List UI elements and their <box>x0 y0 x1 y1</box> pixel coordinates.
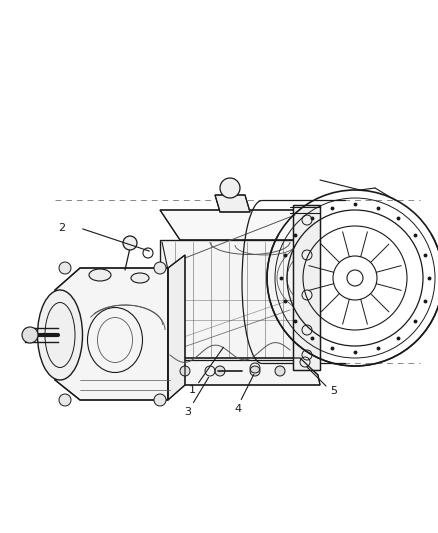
Polygon shape <box>160 210 315 240</box>
Polygon shape <box>215 195 250 212</box>
Ellipse shape <box>131 273 149 283</box>
Polygon shape <box>168 255 185 400</box>
Ellipse shape <box>38 290 82 380</box>
Polygon shape <box>140 358 320 385</box>
Circle shape <box>275 366 285 376</box>
Polygon shape <box>160 240 295 360</box>
Circle shape <box>59 262 71 274</box>
Polygon shape <box>295 240 315 360</box>
Circle shape <box>154 394 166 406</box>
Text: 1: 1 <box>188 385 195 395</box>
Circle shape <box>215 366 225 376</box>
Circle shape <box>220 178 240 198</box>
Text: 2: 2 <box>58 223 66 233</box>
Polygon shape <box>55 268 168 400</box>
Circle shape <box>59 394 71 406</box>
Polygon shape <box>293 205 320 370</box>
Text: 3: 3 <box>184 407 191 417</box>
Circle shape <box>154 262 166 274</box>
Circle shape <box>123 236 137 250</box>
Circle shape <box>250 366 260 376</box>
Circle shape <box>22 327 38 343</box>
Text: 4: 4 <box>234 404 242 414</box>
Text: 5: 5 <box>331 386 338 396</box>
Circle shape <box>180 366 190 376</box>
Ellipse shape <box>89 269 111 281</box>
